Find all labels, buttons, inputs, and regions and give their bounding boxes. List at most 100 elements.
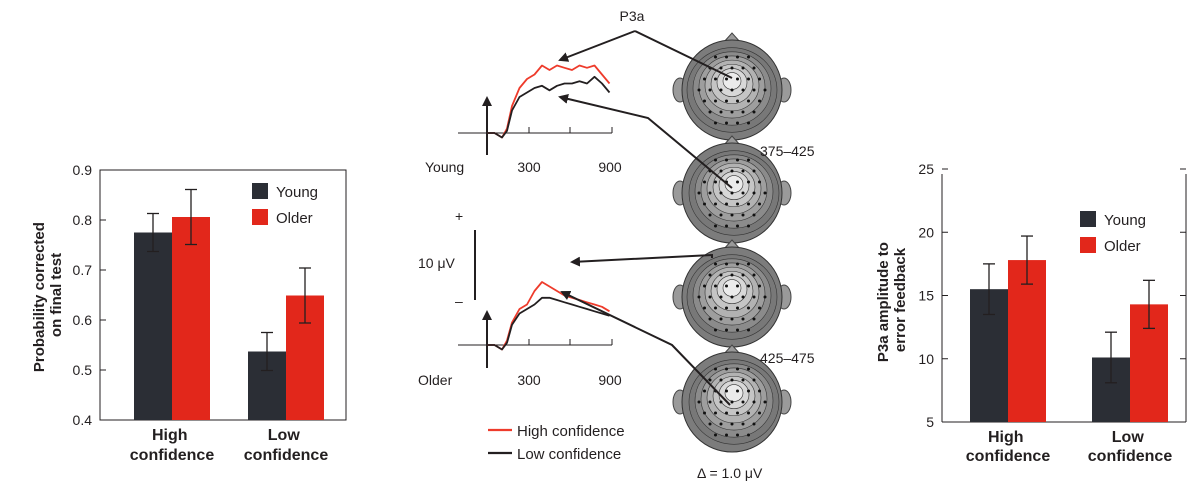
electrode: [736, 99, 739, 103]
electrode: [747, 367, 750, 371]
electrode: [714, 99, 717, 103]
electrode: [758, 180, 761, 184]
scalp-map: [672, 344, 792, 453]
scale-label: 10 μV: [418, 255, 456, 271]
electrode: [725, 328, 728, 332]
electrode: [736, 433, 739, 437]
category-label-low-line-1: Low: [268, 427, 301, 444]
electrode: [747, 224, 750, 228]
category-label-high-line-1: High: [152, 427, 188, 444]
electrode: [747, 433, 750, 437]
electrode: [741, 169, 745, 173]
bars: [134, 188, 324, 420]
y-tick-label: 0.6: [73, 312, 93, 328]
electrode: [763, 400, 767, 404]
y-axis: 5 10 15 20 25: [918, 161, 1186, 430]
scalp-map: [672, 239, 792, 348]
category-label-low: Low confidence: [1088, 429, 1173, 465]
legend-swatch-young: [1080, 211, 1096, 227]
legend-label-older: Older: [276, 210, 313, 227]
bar-chart-probability: 0.4 0.5 0.6 0.7 0.8 0.9 Young Older Probabilit…: [31, 162, 347, 464]
y-axis-label-line-1: P3a amplitude to: [875, 242, 892, 362]
legend: Young Older: [1080, 211, 1146, 255]
y-axis-label: P3a amplitude to error feedback: [875, 238, 909, 362]
legend-swatch-older: [1080, 237, 1096, 253]
annotation-arrows: [558, 30, 733, 406]
electrode: [736, 284, 739, 288]
electrode: [719, 273, 723, 277]
electrode: [741, 110, 745, 114]
y-tick-label: 15: [918, 288, 934, 304]
electrode: [758, 99, 761, 103]
x-tick-label-900-young: 900: [598, 159, 622, 175]
electrode: [752, 169, 756, 173]
electrode: [758, 389, 761, 393]
electrode: [752, 88, 756, 92]
electrode: [741, 273, 745, 277]
electrode: [747, 389, 750, 393]
y-tick-label: 10: [918, 351, 934, 367]
electrode: [736, 158, 739, 162]
electrode: [703, 202, 706, 206]
waveforms-young: [487, 64, 611, 139]
electrode: [725, 202, 728, 206]
y-tick-label: 25: [918, 161, 934, 177]
electrode: [741, 295, 745, 299]
electrode: [752, 378, 756, 382]
waveforms-older: [487, 281, 610, 351]
electrode: [725, 389, 728, 393]
electrode: [725, 55, 728, 59]
electrode: [736, 306, 739, 310]
electrode: [752, 400, 756, 404]
electrode: [736, 202, 739, 206]
scalp-maps: [672, 32, 792, 453]
scalp-map: [672, 32, 792, 141]
erp-panel: P3a Young 300 900 + 10 μV –: [418, 8, 815, 481]
electrode: [714, 262, 717, 266]
electrode: [741, 400, 745, 404]
y-tick-label: 0.5: [73, 362, 93, 378]
legend-label-young: Young: [1104, 212, 1146, 229]
electrode: [719, 295, 723, 299]
electrode: [763, 88, 767, 92]
legend-label-young: Young: [276, 184, 318, 201]
electrode: [714, 55, 717, 59]
legend-swatch-older: [252, 209, 268, 225]
electrode: [703, 411, 706, 415]
scale-plus: +: [455, 208, 463, 224]
x-tick-label-300-older: 300: [517, 372, 541, 388]
electrode: [708, 400, 712, 404]
electrode: [708, 213, 712, 217]
electrode: [736, 55, 739, 59]
electrode: [725, 306, 728, 310]
electrode: [714, 224, 717, 228]
arrow-head-high-older: [570, 253, 713, 267]
electrode: [730, 88, 734, 92]
group-label-older: Older: [418, 372, 453, 388]
electrode: [703, 99, 706, 103]
electrode: [719, 400, 723, 404]
window-label-young: 375–425: [760, 143, 815, 159]
contour: [724, 384, 744, 402]
electrode: [725, 121, 728, 125]
electrode: [725, 224, 728, 228]
electrode: [714, 306, 717, 310]
electrode: [725, 284, 728, 288]
electrode: [763, 295, 767, 299]
electrode: [719, 88, 723, 92]
electrode: [725, 99, 728, 103]
bar-older: [172, 217, 210, 420]
electrode: [714, 328, 717, 332]
arrow-p3a-to-head: [634, 30, 733, 79]
electrode: [752, 110, 756, 114]
electrode: [730, 191, 734, 195]
electrode: [752, 295, 756, 299]
electrode: [719, 66, 723, 70]
electrode: [752, 213, 756, 217]
y-tick-label: 0.7: [73, 262, 93, 278]
bar-young: [134, 232, 172, 420]
y-axis: 0.4 0.5 0.6 0.7 0.8 0.9: [73, 162, 106, 428]
y-axis-label: Probability corrected on final test: [31, 218, 65, 372]
y-tick-label: 0.8: [73, 212, 93, 228]
electrode: [714, 433, 717, 437]
